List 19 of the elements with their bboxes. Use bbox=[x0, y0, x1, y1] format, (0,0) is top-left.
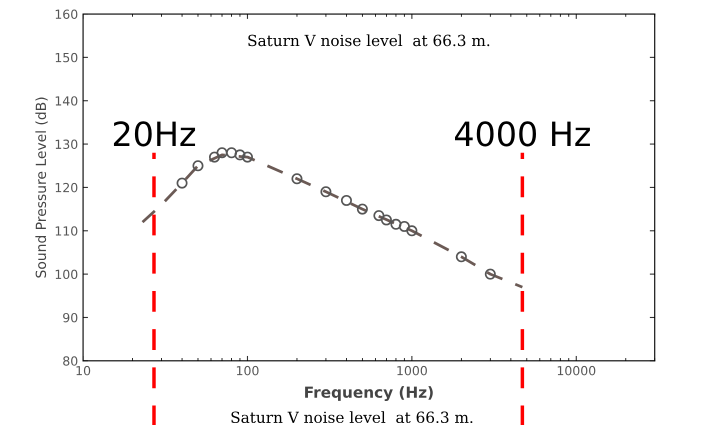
y-tick-label: 160 bbox=[56, 9, 78, 19]
y-tick-label: 150 bbox=[56, 52, 78, 62]
x-tick-label: 1000 bbox=[397, 366, 427, 376]
x-axis-title: Frequency (Hz) bbox=[305, 386, 433, 402]
text: Saturn V noise level at 66.3 m. bbox=[231, 411, 472, 424]
annotation: Saturn V noise level at 66.3 m. bbox=[248, 34, 490, 46]
y-tick-label: 110 bbox=[56, 226, 78, 236]
y-tick-label: 120 bbox=[56, 182, 78, 192]
x-tick-label: 10 bbox=[76, 366, 90, 376]
x-tick-label: 100 bbox=[236, 366, 259, 376]
ref-line-label: 4000 Hz bbox=[455, 121, 590, 146]
ref-line-label: 20Hz bbox=[114, 121, 196, 146]
y-tick-label: 90 bbox=[63, 312, 78, 322]
y-tick-label: 100 bbox=[56, 270, 78, 280]
y-axis-title: Sound Pressure Level (dB) bbox=[35, 98, 48, 278]
y-tick-label: 140 bbox=[56, 96, 78, 106]
x-tick-label: 10000 bbox=[558, 366, 596, 376]
y-tick-label: 130 bbox=[56, 140, 78, 149]
y-tick-label: 80 bbox=[63, 356, 78, 366]
